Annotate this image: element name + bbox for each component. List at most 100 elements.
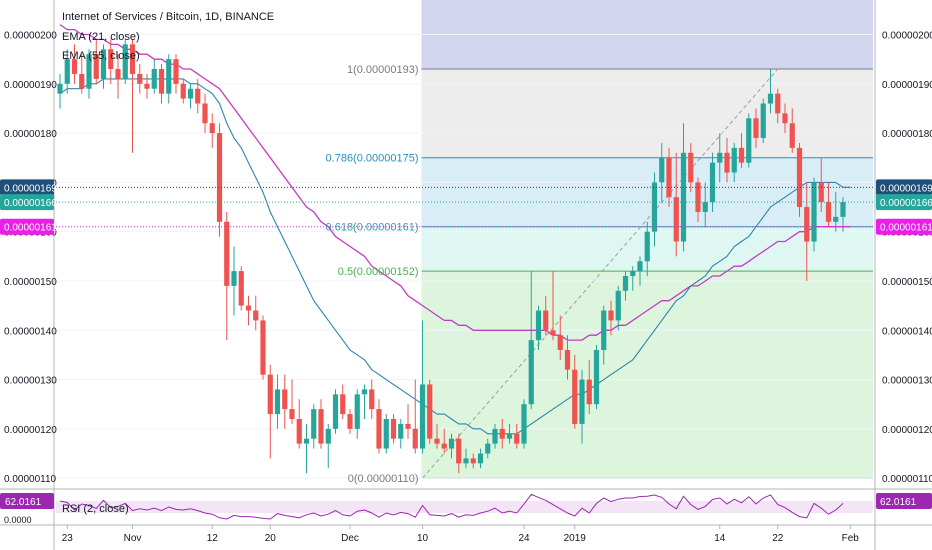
time-label: Dec	[341, 533, 359, 544]
candle-body	[601, 310, 607, 350]
candle	[122, 39, 128, 84]
candle-body	[499, 428, 505, 439]
candle-body	[108, 49, 114, 70]
candle-body	[303, 438, 310, 444]
price-badge-bg	[0, 194, 54, 211]
candle	[64, 49, 70, 94]
price-tick-left: 0.00000180	[4, 129, 57, 140]
candle-body	[804, 207, 810, 242]
candle-body	[535, 310, 542, 341]
price-tick-left: 0.00000140	[4, 326, 57, 337]
candle	[760, 98, 766, 143]
candle	[688, 142, 694, 193]
candle-body	[296, 418, 302, 444]
candle-body	[572, 369, 578, 424]
candle-body	[144, 83, 150, 89]
candle-body	[209, 123, 215, 134]
candle	[651, 172, 658, 247]
candle-body	[840, 202, 846, 217]
candle	[637, 256, 643, 286]
candle	[630, 266, 636, 291]
price-badge-bg	[0, 179, 54, 196]
candle-body	[93, 54, 99, 79]
price-badge-label: 0.00000169	[4, 183, 57, 194]
candle-body	[340, 394, 346, 415]
price-badge-bg	[876, 194, 932, 211]
price-tick-left: 0.00000120	[4, 425, 57, 436]
rsi-value-left: 62.0161	[5, 497, 42, 508]
candle-body	[637, 261, 643, 272]
candle	[673, 152, 679, 257]
candle	[202, 93, 208, 134]
candle-body	[115, 69, 121, 79]
candle	[572, 354, 578, 429]
candle	[825, 182, 832, 227]
legend-ema21[interactable]: EMA (21, close)	[62, 31, 140, 43]
candle-body	[760, 103, 766, 139]
candle	[608, 300, 614, 336]
candle	[158, 64, 165, 104]
candle	[789, 108, 795, 153]
candle	[753, 108, 759, 148]
candle	[209, 113, 215, 148]
legend-rsi[interactable]: RSI (2, close)	[62, 503, 129, 515]
candle	[463, 448, 469, 469]
price-badge-bg	[876, 179, 932, 196]
candle	[71, 44, 78, 84]
candle-body	[666, 157, 672, 198]
candle-body	[224, 221, 230, 286]
ema21-line	[59, 78, 851, 435]
candle-body	[274, 389, 281, 415]
candle-body	[332, 394, 339, 429]
chart-title[interactable]: Internet of Services / Bitcoin, 1D, BINA…	[62, 11, 274, 23]
price-badge-label: 0.00000161	[880, 223, 932, 234]
candle-body	[695, 182, 701, 212]
time-label: 10	[417, 533, 429, 544]
candle-body	[564, 349, 571, 370]
candle-body	[463, 458, 469, 464]
time-axis[interactable]: 23 Nov 12 20 Dec 10 24 2019 14 22 Feb	[62, 525, 860, 544]
candle-body	[158, 69, 165, 94]
candle	[521, 399, 527, 449]
candle-body	[216, 133, 223, 222]
candle-body	[369, 389, 375, 410]
candle-body	[717, 152, 723, 163]
candle	[804, 182, 810, 281]
candle-body	[86, 54, 92, 89]
candle	[593, 345, 600, 410]
candle	[398, 418, 404, 449]
candle	[833, 192, 839, 232]
candle-body	[746, 118, 752, 163]
candle-body	[477, 453, 484, 464]
candle-body	[731, 147, 737, 173]
candle	[731, 142, 737, 183]
candle	[492, 423, 498, 449]
candle	[659, 142, 665, 203]
candle-body	[173, 59, 179, 84]
candle	[470, 453, 476, 469]
candle-body	[557, 335, 563, 350]
candle-body	[122, 44, 128, 79]
legend-ema55[interactable]: EMA (55, close)	[62, 50, 140, 62]
rsi-band	[56, 501, 873, 513]
price-tick-left: 0.00000190	[4, 80, 57, 91]
fib-level-label-0: 1(0.00000193)	[347, 64, 419, 76]
candle	[448, 433, 455, 459]
candle	[738, 133, 745, 168]
candle	[666, 147, 672, 208]
candle-body	[361, 389, 368, 395]
candle-body	[833, 216, 839, 222]
candle	[644, 221, 650, 277]
price-tick-left: 0.00000150	[4, 277, 57, 288]
rsi-pane[interactable]: 62.0161 62.0161 0.0000	[0, 493, 932, 525]
time-label: 23	[62, 533, 74, 544]
candle	[238, 266, 244, 311]
candle	[767, 69, 774, 114]
price-tick-left: 0.00000130	[4, 376, 57, 387]
candle	[695, 177, 701, 222]
candle-body	[354, 394, 360, 429]
candle	[811, 177, 817, 252]
candle-body	[390, 418, 397, 439]
candle	[506, 423, 513, 444]
